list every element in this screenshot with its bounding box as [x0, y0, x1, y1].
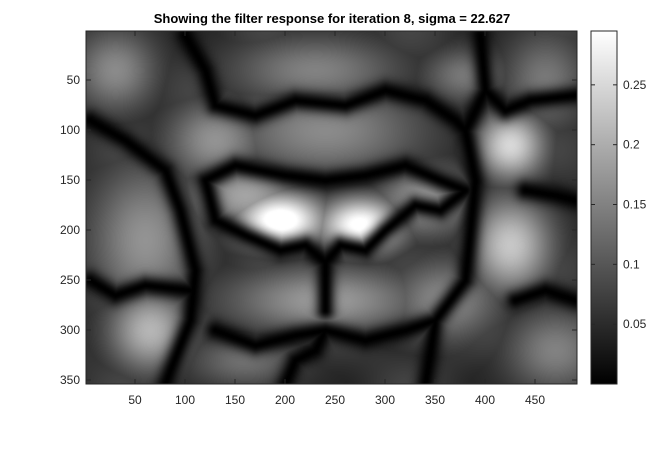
colorbar-tick-label: 0.15 [623, 198, 647, 212]
x-tick-label: 250 [325, 393, 345, 407]
y-tick-label: 100 [60, 123, 80, 137]
y-axis: 50 100 150 200 250 300 350 [60, 73, 577, 387]
y-tick-label: 250 [60, 273, 80, 287]
x-tick-label: 400 [475, 393, 495, 407]
colorbar: 0.05 0.1 0.15 0.2 0.25 [590, 30, 647, 385]
y-tick-label: 200 [60, 223, 80, 237]
x-axis: 50 100 150 200 250 300 350 400 450 [128, 31, 545, 407]
y-tick-label: 150 [60, 173, 80, 187]
plot-area [85, 30, 578, 385]
x-tick-label: 150 [225, 393, 245, 407]
x-tick-label: 350 [425, 393, 445, 407]
plot-frame [85, 30, 578, 385]
colorbar-tick-label: 0.1 [623, 257, 640, 271]
x-tick-label: 50 [128, 393, 142, 407]
chart-title: Showing the filter response for iteratio… [154, 11, 511, 26]
x-tick-label: 100 [175, 393, 195, 407]
y-tick-label: 350 [60, 373, 80, 387]
colorbar-tick-label: 0.25 [623, 78, 647, 92]
colorbar-gradient [590, 30, 618, 385]
heatmap-image [86, 31, 577, 384]
x-tick-label: 200 [275, 393, 295, 407]
y-tick-label: 300 [60, 323, 80, 337]
colorbar-tick-label: 0.2 [623, 138, 640, 152]
colorbar-tick-label: 0.05 [623, 317, 647, 331]
x-tick-label: 300 [375, 393, 395, 407]
y-tick-label: 50 [67, 73, 81, 87]
x-tick-label: 450 [525, 393, 545, 407]
